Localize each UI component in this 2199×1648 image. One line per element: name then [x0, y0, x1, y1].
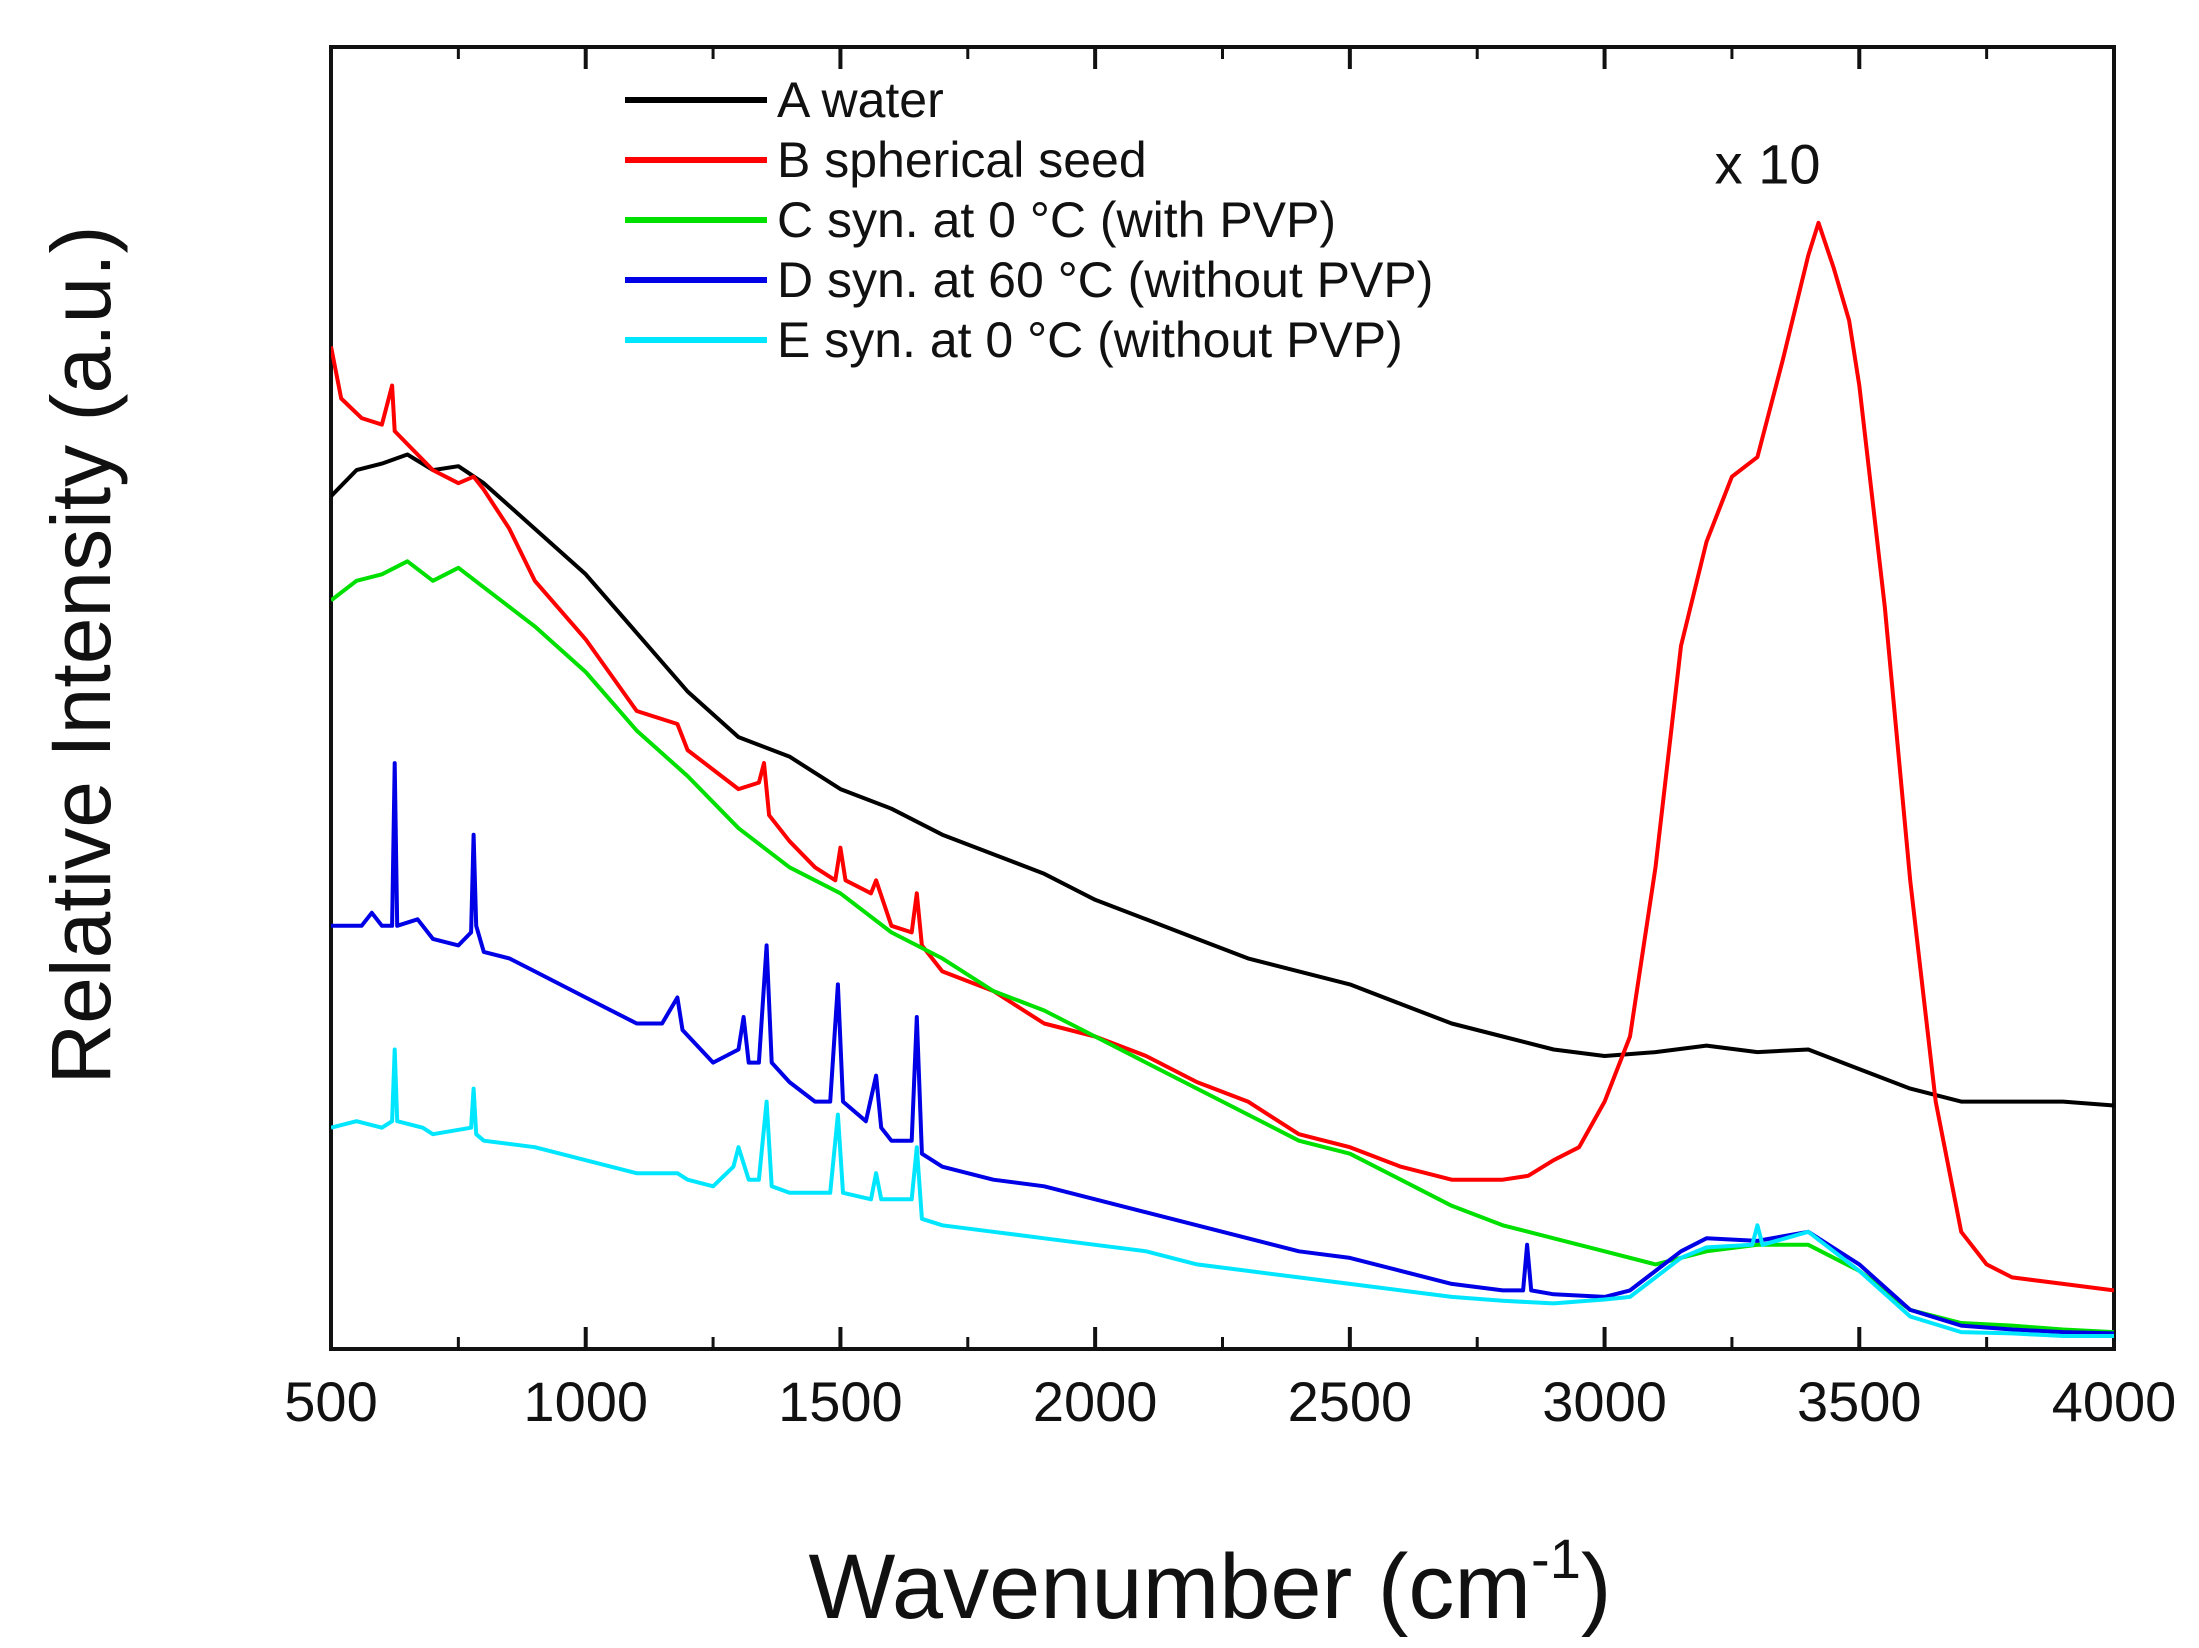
x-tick-label: 3500 — [1797, 1370, 1922, 1433]
x-tick-label: 1500 — [778, 1370, 903, 1433]
y-axis-title: Relative Intensity (a.u.) — [34, 225, 128, 1084]
series-layer — [331, 220, 2114, 1338]
x-tick-label: 2000 — [1033, 1370, 1158, 1433]
x-axis-title-superscript: -1 — [1531, 1527, 1581, 1590]
x-tick-label: 4000 — [2052, 1370, 2177, 1433]
x-axis-tick-labels: 500 1000 1500 2000 2500 3000 3500 4000 — [284, 1370, 2176, 1433]
x-tick-label: 1000 — [523, 1370, 648, 1433]
series-line-a — [331, 452, 2114, 1108]
series-line-e — [331, 1047, 2114, 1338]
x-tick-label: 2500 — [1288, 1370, 1413, 1433]
x-axis-ticks — [329, 47, 2116, 1349]
x-tick-label: 3000 — [1542, 1370, 1667, 1433]
legend-label: D syn. at 60 °C (without PVP) — [777, 252, 1433, 308]
annotation-x10: x 10 — [1715, 133, 1821, 196]
x-tick-label: 500 — [284, 1370, 377, 1433]
series-line-c — [331, 559, 2114, 1335]
legend-label: C syn. at 0 °C (with PVP) — [777, 192, 1336, 248]
legend-label: A water — [777, 72, 944, 128]
legend-label: B spherical seed — [777, 132, 1147, 188]
legend-label: E syn. at 0 °C (without PVP) — [777, 312, 1403, 368]
x-axis-title-main: Wavenumber (cm — [809, 1536, 1532, 1638]
series-line-d — [331, 761, 2114, 1336]
x-axis-title-close: ) — [1581, 1536, 1612, 1638]
series-line-b — [331, 220, 2114, 1293]
x-axis-title: Wavenumber (cm-1) — [809, 1527, 1612, 1638]
